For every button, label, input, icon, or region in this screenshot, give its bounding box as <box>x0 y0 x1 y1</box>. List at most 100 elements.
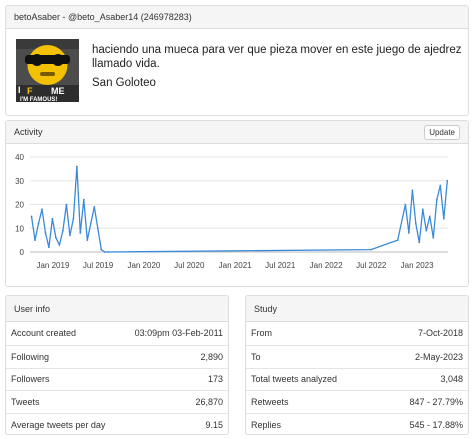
activity-data-point <box>404 203 407 206</box>
activity-data-point <box>93 206 96 208</box>
activity-header: Activity Update <box>6 121 468 144</box>
activity-data-point <box>86 239 89 241</box>
info-row-value: 2-May-2023 <box>414 351 463 362</box>
x-tick-label: Jan 2020 <box>127 261 160 270</box>
x-tick-label: Jan 2023 <box>401 261 434 270</box>
activity-data-point <box>425 229 428 232</box>
activity-series-line <box>30 166 448 253</box>
info-row-value: 03:09pm 03-Feb-2011 <box>134 328 223 339</box>
user-info-header: User info <box>6 296 228 322</box>
info-row: Account created 03:09pm 03-Feb-2011 <box>6 322 228 345</box>
svg-text:ME: ME <box>51 86 65 96</box>
x-tick-label: Jul 2022 <box>356 261 387 270</box>
info-row-label: Average tweets per day <box>11 420 106 431</box>
activity-data-point <box>439 184 442 187</box>
info-row: Average tweets per day 9.15 <box>6 413 228 434</box>
update-button[interactable]: Update <box>424 124 460 140</box>
info-row-value: 2,890 <box>200 351 223 362</box>
x-tick-label: Jul 2021 <box>265 261 296 270</box>
user-info-panel: User info Account created 03:09pm 03-Feb-… <box>5 295 229 435</box>
y-tick-label: 30 <box>15 177 24 186</box>
activity-data-point <box>428 215 431 218</box>
activity-data-point <box>65 203 68 206</box>
avatar-image: I F ME I'M FAMOUS! <box>16 39 79 102</box>
tweet-text: haciendo una mueca para ver que pieza mo… <box>92 44 462 70</box>
activity-data-point <box>418 241 421 244</box>
svg-text:F: F <box>27 86 33 96</box>
y-tick-label: 0 <box>20 248 25 257</box>
y-tick-label: 10 <box>15 224 24 233</box>
info-row-label: Following <box>11 351 50 362</box>
activity-data-point <box>44 232 47 234</box>
info-row-label: Replies <box>251 420 282 431</box>
activity-title: Activity <box>14 127 43 137</box>
activity-data-point <box>89 222 92 225</box>
activity-data-point <box>100 248 103 251</box>
activity-chart: 0 10 20 30 40 Jan 2019 Jul 2019 Jan 2020 Jul 202… <box>15 153 449 270</box>
info-row-label: Followers <box>11 374 50 385</box>
info-row-value: 847 - 27.79% <box>409 397 463 408</box>
info-row-label: Total tweets analyzed <box>251 374 338 385</box>
x-tick-label: Jan 2019 <box>36 261 69 270</box>
info-row: Replies 545 - 17.88% <box>246 413 468 434</box>
tweet-place: San Goloteo <box>92 77 156 89</box>
info-row-value: 7-Oct-2018 <box>417 328 463 339</box>
profile-header: betoAsaber - @beto_Asaber14 (246978283) <box>6 6 468 29</box>
activity-data-point <box>79 232 82 234</box>
x-tick-label: Jan 2022 <box>310 261 343 270</box>
svg-text:I'M FAMOUS!: I'M FAMOUS! <box>20 97 57 102</box>
avatar: I F ME I'M FAMOUS! <box>16 39 79 102</box>
activity-data-point <box>414 222 417 225</box>
profile-panel: betoAsaber - @beto_Asaber14 (246978283) … <box>5 5 469 116</box>
activity-data-point <box>34 239 36 241</box>
info-row-label: Account created <box>11 328 77 339</box>
info-row-value: 545 - 17.88% <box>409 420 463 431</box>
activity-data-point <box>408 232 410 234</box>
x-tick-label: Jan 2021 <box>219 261 252 270</box>
activity-data-point <box>442 217 445 220</box>
activity-data-point <box>103 251 106 253</box>
activity-data-point <box>51 217 54 220</box>
activity-data-point <box>370 248 373 251</box>
activity-data-point <box>432 236 435 239</box>
user-info-table: Account created 03:09pm 03-Feb-2011 Follow… <box>6 322 228 434</box>
activity-data-point <box>435 198 438 201</box>
activity-data-point <box>58 244 61 246</box>
study-table: From 7-Oct-2018 To 2-May-2023 Total tweets a… <box>246 322 468 434</box>
info-row-value: 9.15 <box>205 420 223 431</box>
activity-panel: Activity Update 0 10 20 30 40 Jan 2019 Jul 201… <box>5 120 469 287</box>
x-tick-label: Jul 2020 <box>174 261 205 270</box>
info-row-label: To <box>251 351 261 362</box>
info-row-label: Tweets <box>11 397 40 408</box>
activity-data-point <box>37 222 40 225</box>
info-row: Tweets 26,870 <box>6 390 228 413</box>
info-row: Retweets 847 - 27.79% <box>246 390 468 413</box>
activity-data-point <box>69 234 71 237</box>
y-tick-label: 20 <box>15 201 24 210</box>
study-panel: Study From 7-Oct-2018 To 2-May-2023 Total tw… <box>245 295 469 435</box>
svg-text:I: I <box>18 85 21 95</box>
info-row-value: 26,870 <box>195 397 223 408</box>
info-row: From 7-Oct-2018 <box>246 322 468 345</box>
x-tick-label: Jul 2019 <box>83 261 114 270</box>
activity-data-point <box>55 236 57 239</box>
study-header: Study <box>246 296 468 322</box>
info-row: Total tweets analyzed 3,048 <box>246 367 468 391</box>
activity-data-point <box>76 165 78 168</box>
activity-data-point <box>41 208 43 211</box>
activity-data-point <box>421 208 424 211</box>
y-tick-label: 40 <box>15 153 24 162</box>
activity-data-point <box>446 179 449 182</box>
activity-data-point <box>411 189 414 192</box>
activity-data-point <box>96 227 99 230</box>
activity-data-point <box>396 239 399 241</box>
activity-data-point <box>62 229 64 232</box>
info-row-value: 173 <box>207 374 223 385</box>
info-row: To 2-May-2023 <box>246 344 468 368</box>
activity-data-point <box>107 251 110 253</box>
activity-data-point <box>48 246 50 249</box>
info-row: Following 2,890 <box>6 344 228 368</box>
activity-data-point <box>30 215 33 218</box>
activity-data-point <box>82 198 85 201</box>
info-row: Followers 173 <box>6 367 228 391</box>
